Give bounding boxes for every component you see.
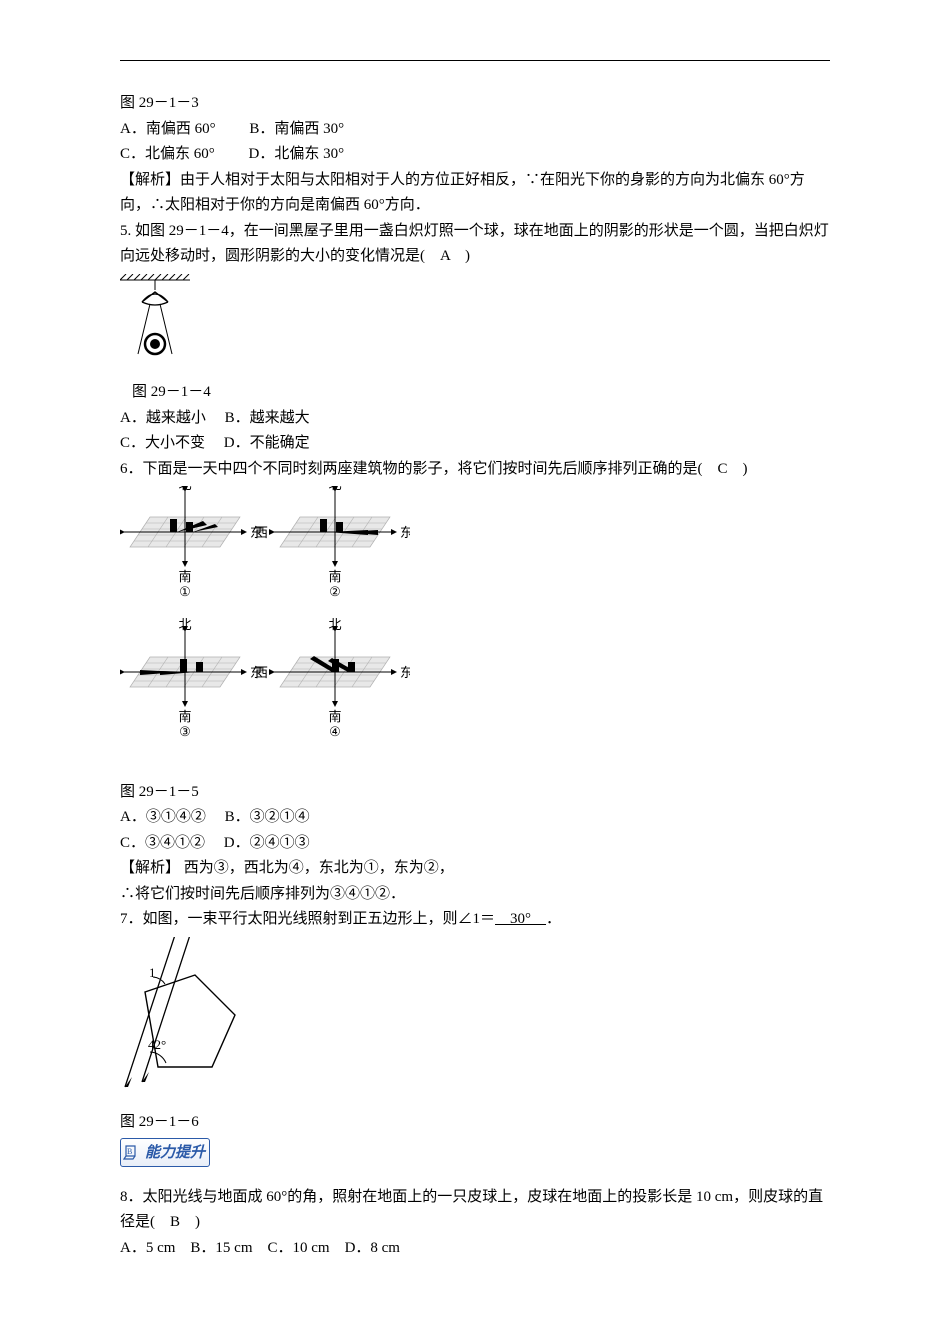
svg-text:北: 北 [328, 617, 341, 632]
fig-lamp [120, 274, 830, 379]
q8-opts: A．5 cm B．15 cm C．10 cm D．8 cm [120, 1236, 830, 1262]
q6-optB: B．③②①④ [225, 809, 310, 825]
svg-text:42°: 42° [148, 1037, 166, 1052]
svg-text:北: 北 [178, 617, 191, 632]
svg-text:北: 北 [178, 486, 191, 492]
q5-row1: A．越来越小 B．越来越大 [120, 406, 830, 432]
q6-optD: D．②④①③ [224, 835, 310, 851]
q6-optC: C．③④①② [120, 835, 205, 851]
q8-text: 8．太阳光线与地面成 60°的角，照射在地面上的一只皮球上，皮球在地面上的投影长… [120, 1185, 830, 1236]
top-rule [120, 60, 830, 61]
q4-optA: A．南偏西 60° [120, 121, 216, 137]
fig-label-3: 图 29－1－3 [120, 91, 830, 117]
svg-text:③: ③ [179, 724, 191, 739]
svg-text:南: 南 [178, 709, 191, 724]
q6-conclude: ∴将它们按时间先后顺序排列为③④①②． [120, 882, 830, 908]
svg-text:北: 北 [328, 486, 341, 492]
svg-text:②: ② [329, 584, 341, 599]
svg-text:东: 东 [400, 525, 410, 540]
fig-label-6: 图 29－1－6 [120, 1110, 830, 1136]
q7-text-a: 7．如图，一束平行太阳光线照射到正五边形上，则∠1＝ [120, 911, 495, 927]
q4-row2: C．北偏东 60° D．北偏东 30° [120, 142, 830, 168]
q7-answer: 30° [495, 911, 546, 927]
q5-row2: C．大小不变 D．不能确定 [120, 431, 830, 457]
q5-text: 5. 如图 29－1－4，在一间黑屋子里用一盏白炽灯照一个球，球在地面上的阴影的… [120, 219, 830, 270]
svg-text:东: 东 [400, 665, 410, 680]
fig-label-5: 图 29－1－5 [120, 780, 830, 806]
q4-analysis: 【解析】由于人相对于太阳与太阳相对于人的方位正好相反，∵在阳光下你的身影的方向为… [120, 168, 830, 219]
ability-block: B 能力提升 [120, 1138, 830, 1171]
q5-optB: B．越来越大 [225, 410, 310, 426]
ability-label: 能力提升 [145, 1140, 205, 1166]
q5-optA: A．越来越小 [120, 410, 206, 426]
q4-optC: C．北偏东 60° [120, 146, 215, 162]
q4-row1: A．南偏西 60° B．南偏西 30° [120, 117, 830, 143]
svg-text:④: ④ [329, 724, 341, 739]
svg-text:西: 西 [255, 525, 268, 540]
fig-pentagon: 1 42° [120, 937, 830, 1107]
q4-optB: B．南偏西 30° [249, 121, 344, 137]
svg-text:西: 西 [255, 665, 268, 680]
q6-row2: C．③④①② D．②④①③ [120, 831, 830, 857]
q6-text: 6．下面是一天中四个不同时刻两座建筑物的影子，将它们按时间先后顺序排列正确的是(… [120, 457, 830, 483]
q7-text-b: ． [546, 911, 561, 927]
fig-compass-grid: 北 南 西 东 ① 北 南 西 东 ② [120, 486, 830, 776]
svg-text:①: ① [179, 584, 191, 599]
ability-icon: B [123, 1143, 143, 1161]
svg-text:南: 南 [328, 709, 341, 724]
svg-text:南: 南 [328, 569, 341, 584]
q6-row1: A．③①④② B．③②①④ [120, 805, 830, 831]
svg-text:1: 1 [149, 965, 156, 980]
svg-text:B: B [127, 1147, 132, 1156]
q6-analysis: 【解析】 西为③，西北为④，东北为①，东为②， [120, 856, 830, 882]
q5-optC: C．大小不变 [120, 435, 205, 451]
fig-label-4: 图 29－1－4 [132, 380, 830, 406]
q4-optD: D．北偏东 30° [249, 146, 345, 162]
q6-optA: A．③①④② [120, 809, 206, 825]
q5-optD: D．不能确定 [224, 435, 310, 451]
q7-text: 7．如图，一束平行太阳光线照射到正五边形上，则∠1＝ 30° ． [120, 907, 830, 933]
svg-text:南: 南 [178, 569, 191, 584]
